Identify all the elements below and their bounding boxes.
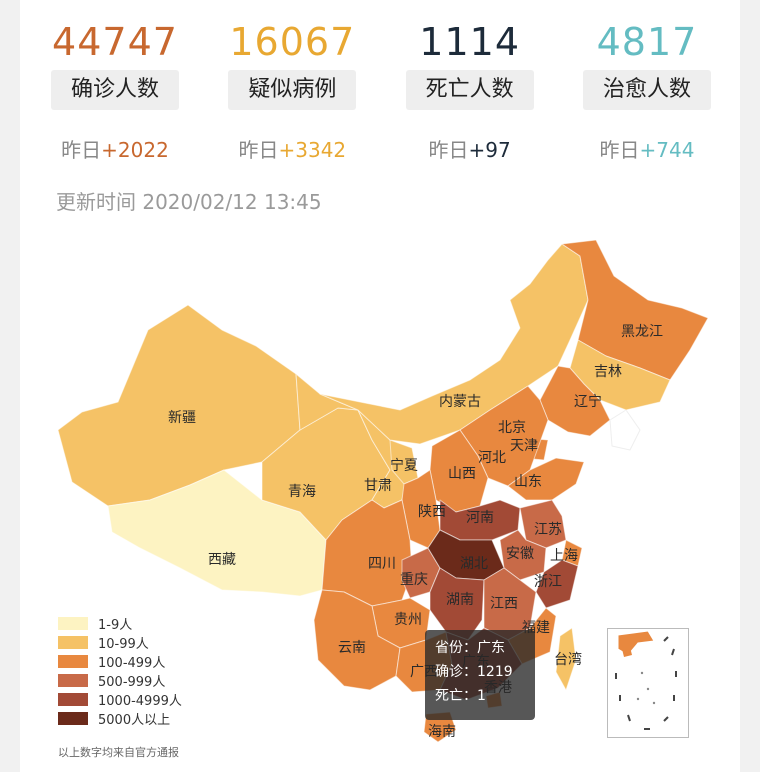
province-label: 山西 [448,466,476,482]
province-label: 江苏 [534,522,562,538]
province-label: 河北 [478,450,506,466]
delta-prefix: 昨日 [238,138,279,162]
province-label: 陕西 [418,504,446,520]
stat-confirmed-delta: 昨日+2022 [61,136,169,164]
province-label: 天津 [510,438,538,454]
province-tooltip: 省份：广东 确诊：1219 死亡：1 [425,630,535,720]
legend-swatch [58,636,88,649]
province-label: 辽宁 [574,393,602,410]
update-time: 更新时间 2020/02/12 13:45 [56,190,322,214]
delta-value: +3342 [278,138,347,162]
province-label: 黑龙江 [621,324,663,340]
stat-cured: 4817 治愈人数 昨日+744 [568,18,726,164]
stat-cured-label: 治愈人数 [582,70,711,110]
stat-deaths-label: 死亡人数 [405,70,534,110]
province-label: 湖南 [446,592,474,608]
stat-suspected-number: 16067 [229,20,356,64]
delta-value: +744 [639,138,695,162]
province-label: 浙江 [534,574,562,590]
legend-label: 100-499人 [98,656,166,671]
stats-row: 44747 确诊人数 昨日+2022 16067 疑似病例 昨日+3342 11… [36,18,726,164]
tooltip-deaths: 死亡：1 [435,688,486,704]
stat-suspected-label: 疑似病例 [228,70,357,110]
legend-label: 1000-4999人 [98,694,182,709]
province-黑龙江[interactable] [561,239,709,381]
stat-suspected: 16067 疑似病例 昨日+3342 [213,18,371,164]
legend-item[interactable]: 500-999人 [58,671,182,690]
legend: 1-9人 10-99人 100-499人 500-999人 1000-4999人… [58,614,182,728]
delta-prefix: 昨日 [428,138,469,162]
neighbour-outline [609,409,641,451]
stat-suspected-delta: 昨日+3342 [239,136,347,164]
legend-item[interactable]: 100-499人 [58,652,182,671]
stat-confirmed-number: 44747 [52,20,178,64]
province-label: 新疆 [168,410,196,426]
province-label: 贵州 [394,612,422,628]
legend-swatch [58,655,88,668]
stat-confirmed-label: 确诊人数 [51,70,179,110]
delta-prefix: 昨日 [599,138,640,162]
province-label: 上海 [550,548,578,564]
legend-item[interactable]: 1000-4999人 [58,690,182,709]
province-label: 四川 [368,556,396,572]
left-margin [0,0,20,772]
tooltip-confirmed: 确诊：1219 [435,664,513,680]
tooltip-province: 省份：广东 [435,640,505,656]
legend-label: 5000人以上 [98,713,171,728]
right-margin [740,0,760,772]
legend-label: 500-999人 [98,675,166,690]
legend-swatch [58,674,88,687]
province-label: 甘肃 [364,478,392,494]
delta-value: +2022 [101,138,169,162]
province-label: 北京 [498,420,526,436]
stat-cured-number: 4817 [596,20,698,64]
province-label: 江西 [490,596,518,612]
province-label: 西藏 [208,552,236,568]
province-label: 重庆 [400,572,428,588]
stat-deaths-number: 1114 [419,20,521,64]
delta-value: +97 [468,138,511,162]
province-label: 内蒙古 [439,394,481,410]
province-label: 云南 [338,640,366,656]
south-china-sea-inset [607,628,689,738]
stat-cured-delta: 昨日+744 [600,136,695,164]
province-label: 台湾 [554,651,582,668]
legend-item[interactable]: 5000人以上 [58,709,182,728]
legend-item[interactable]: 10-99人 [58,633,182,652]
stat-confirmed: 44747 确诊人数 昨日+2022 [36,18,194,164]
province-label: 安徽 [506,546,534,562]
legend-item[interactable]: 1-9人 [58,614,182,633]
legend-swatch [58,617,88,630]
province-label: 海南 [428,724,456,740]
legend-swatch [58,712,88,725]
province-label: 青海 [288,484,316,500]
legend-label: 1-9人 [98,618,133,633]
stat-deaths: 1114 死亡人数 昨日+97 [391,18,549,164]
province-label: 宁夏 [390,457,418,474]
source-footnote: 以上数字均来自官方通报 [58,746,179,759]
legend-swatch [58,693,88,706]
inset-map [615,630,677,730]
stat-deaths-delta: 昨日+97 [429,136,511,164]
delta-prefix: 昨日 [61,138,102,162]
province-label: 河南 [466,510,494,526]
province-山东[interactable] [507,457,585,501]
province-台湾[interactable] [555,627,577,691]
legend-label: 10-99人 [98,637,149,652]
province-label: 山东 [514,474,542,490]
province-label: 湖北 [460,556,488,572]
province-label: 吉林 [594,364,622,380]
